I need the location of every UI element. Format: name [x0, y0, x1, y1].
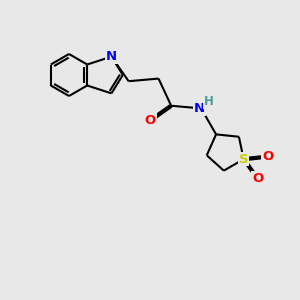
Text: N: N: [194, 102, 205, 115]
Text: O: O: [262, 150, 273, 163]
Text: H: H: [204, 95, 214, 108]
Text: S: S: [239, 153, 248, 166]
Text: O: O: [252, 172, 263, 185]
Text: N: N: [106, 50, 117, 63]
Text: O: O: [145, 114, 156, 127]
